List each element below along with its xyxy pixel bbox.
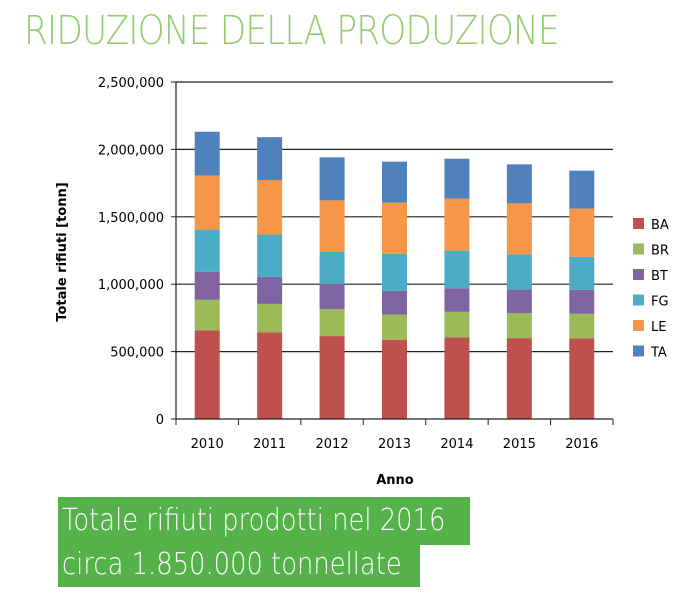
bar-BT-2013 [382, 290, 407, 315]
bar-LE-2011 [257, 179, 283, 235]
highlight-text-2: circa 1.850.000 tonnellate [62, 547, 402, 582]
bar-FG-2011 [257, 234, 283, 277]
x-tick-label: 2016 [565, 437, 598, 452]
y-axis-label: Totale rifiuti [tonn] [55, 182, 70, 321]
legend-swatch-TA [633, 345, 644, 357]
bar-BA-2012 [319, 336, 345, 419]
x-tick-label: 2012 [316, 437, 349, 452]
bar-FG-2015 [506, 254, 532, 290]
bar-TA-2015 [506, 164, 532, 204]
legend-swatch-FG [633, 294, 644, 306]
y-tick-label: 0 [156, 413, 164, 428]
bar-FG-2012 [319, 251, 345, 284]
bar-BR-2014 [444, 311, 470, 338]
bar-BR-2010 [194, 299, 220, 331]
highlight-line-1: Totale rifiuti prodotti nel 2016 [58, 497, 470, 545]
x-tick-label: 2013 [378, 437, 411, 452]
slide-title: RIDUZIONE DELLA PRODUZIONE [24, 8, 560, 54]
legend-swatch-BA [633, 218, 644, 229]
x-tick-label: 2010 [191, 437, 224, 452]
bar-BA-2013 [382, 339, 407, 419]
bar-BT-2014 [444, 288, 470, 312]
bar-BA-2010 [194, 330, 220, 419]
bar-FG-2010 [194, 229, 220, 272]
x-tick-label: 2015 [503, 437, 536, 452]
bar-LE-2010 [194, 175, 220, 230]
highlight-line-2: circa 1.850.000 tonnellate [58, 545, 420, 587]
bar-TA-2010 [194, 131, 220, 176]
y-tick-label: 1,000,000 [98, 278, 164, 293]
bar-BA-2014 [444, 337, 470, 419]
bar-LE-2013 [382, 202, 407, 254]
bar-TA-2013 [382, 161, 407, 203]
bar-BT-2015 [506, 289, 532, 314]
bar-TA-2016 [569, 170, 595, 209]
bar-BR-2013 [382, 314, 407, 340]
bar-BA-2016 [569, 338, 595, 419]
highlight-text-1: Totale rifiuti prodotti nel 2016 [62, 503, 446, 538]
bar-BT-2016 [569, 289, 595, 314]
legend-swatch-BT [633, 269, 644, 280]
x-axis-label: Anno [376, 473, 414, 488]
bar-FG-2014 [444, 250, 470, 289]
y-tick-label: 2,500,000 [98, 76, 164, 91]
bar-FG-2016 [569, 256, 595, 290]
bar-LE-2012 [319, 200, 345, 252]
legend-swatch-BR [633, 243, 644, 255]
bar-LE-2016 [569, 208, 595, 257]
y-tick-label: 1,500,000 [98, 211, 164, 226]
bar-BR-2015 [506, 313, 532, 339]
bar-BT-2010 [194, 271, 220, 300]
bar-BR-2012 [319, 309, 345, 337]
bar-TA-2011 [257, 137, 283, 180]
bar-TA-2012 [319, 157, 345, 201]
bar-LE-2015 [506, 203, 532, 255]
bar-LE-2014 [444, 198, 470, 251]
legend-label-BT: BT [651, 269, 668, 284]
legend-label-LE: LE [651, 320, 666, 335]
bar-BR-2011 [257, 303, 283, 333]
bar-BA-2011 [257, 332, 283, 419]
bar-BT-2012 [319, 283, 345, 310]
x-tick-label: 2014 [440, 437, 473, 452]
legend-label-BR: BR [651, 244, 669, 259]
bar-FG-2013 [382, 253, 407, 291]
legend-label-FG: FG [651, 295, 669, 310]
legend-label-TA: TA [650, 346, 667, 361]
bar-BT-2011 [257, 276, 283, 304]
bar-TA-2014 [444, 158, 470, 199]
x-tick-label: 2011 [253, 437, 286, 452]
legend-label-BA: BA [651, 218, 669, 233]
bar-BA-2015 [506, 338, 532, 419]
y-tick-label: 2,000,000 [98, 143, 164, 158]
y-tick-label: 500,000 [110, 346, 164, 361]
legend: BA BR BT FG LE TA [633, 218, 669, 361]
bar-BR-2016 [569, 313, 595, 339]
legend-swatch-LE [633, 320, 644, 331]
